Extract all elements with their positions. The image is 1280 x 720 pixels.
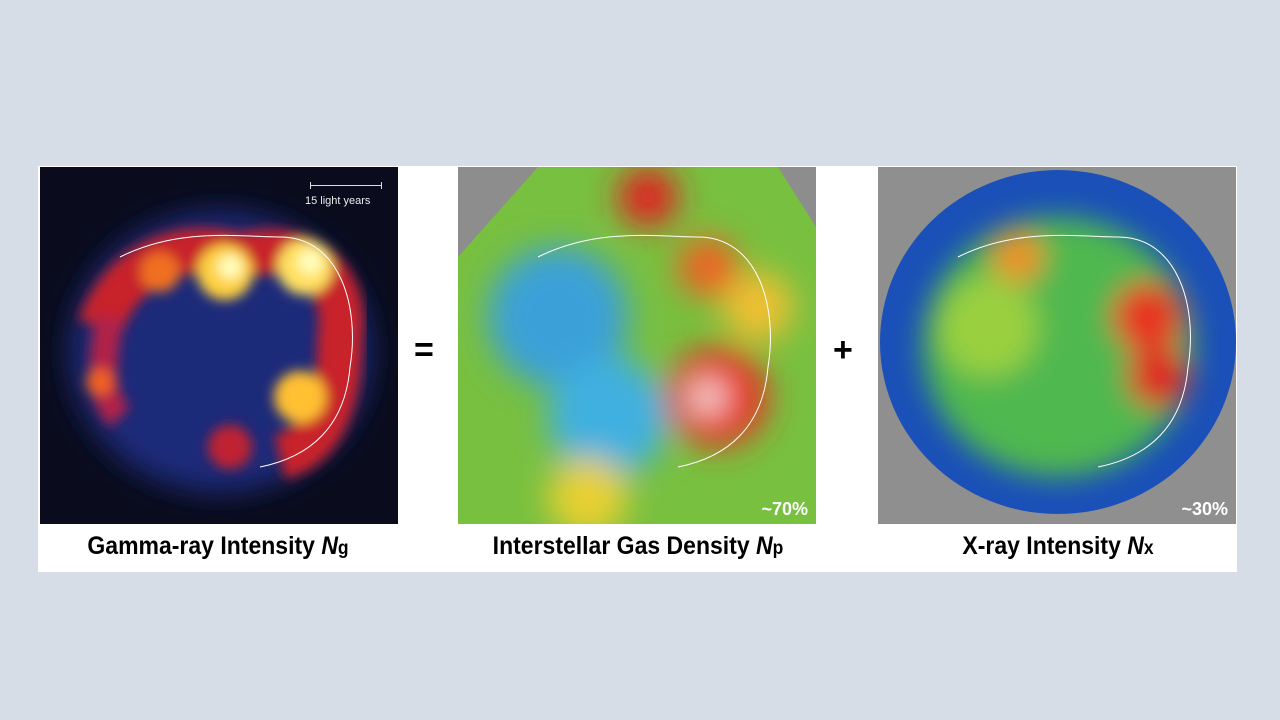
xray-map: ~30% [878, 167, 1236, 524]
gamma-ray-image [70, 212, 370, 492]
scale-bar [310, 182, 382, 189]
gas-density-map: ~70% [458, 167, 816, 524]
caption-text: Gamma-ray Intensity [87, 532, 322, 560]
gamma-ray-map: 15 light years [40, 167, 398, 524]
scale-bar-label: 15 light years [305, 195, 371, 207]
gas-density-caption: Interstellar Gas Density Np [445, 532, 831, 561]
xray-image [880, 170, 1236, 514]
caption-symbol: N [756, 532, 773, 560]
caption-subscript: x [1143, 538, 1154, 559]
figure: 15 light years = ~70% + [38, 166, 1237, 572]
caption-text: X-ray Intensity [962, 532, 1128, 560]
caption-subscript: g [337, 538, 349, 559]
gas-fraction-label: ~70% [761, 499, 808, 519]
caption-subscript: p [772, 538, 784, 559]
xray-fraction-label: ~30% [1181, 499, 1228, 519]
caption-text: Interstellar Gas Density [492, 532, 757, 560]
xray-caption: X-ray Intensity Nx [865, 532, 1251, 561]
gamma-ray-caption: Gamma-ray Intensity Ng [25, 532, 411, 561]
caption-symbol: N [321, 532, 338, 560]
gas-density-image [458, 167, 816, 524]
caption-symbol: N [1127, 532, 1144, 560]
plus-sign: + [833, 331, 853, 369]
equals-sign: = [414, 331, 434, 369]
